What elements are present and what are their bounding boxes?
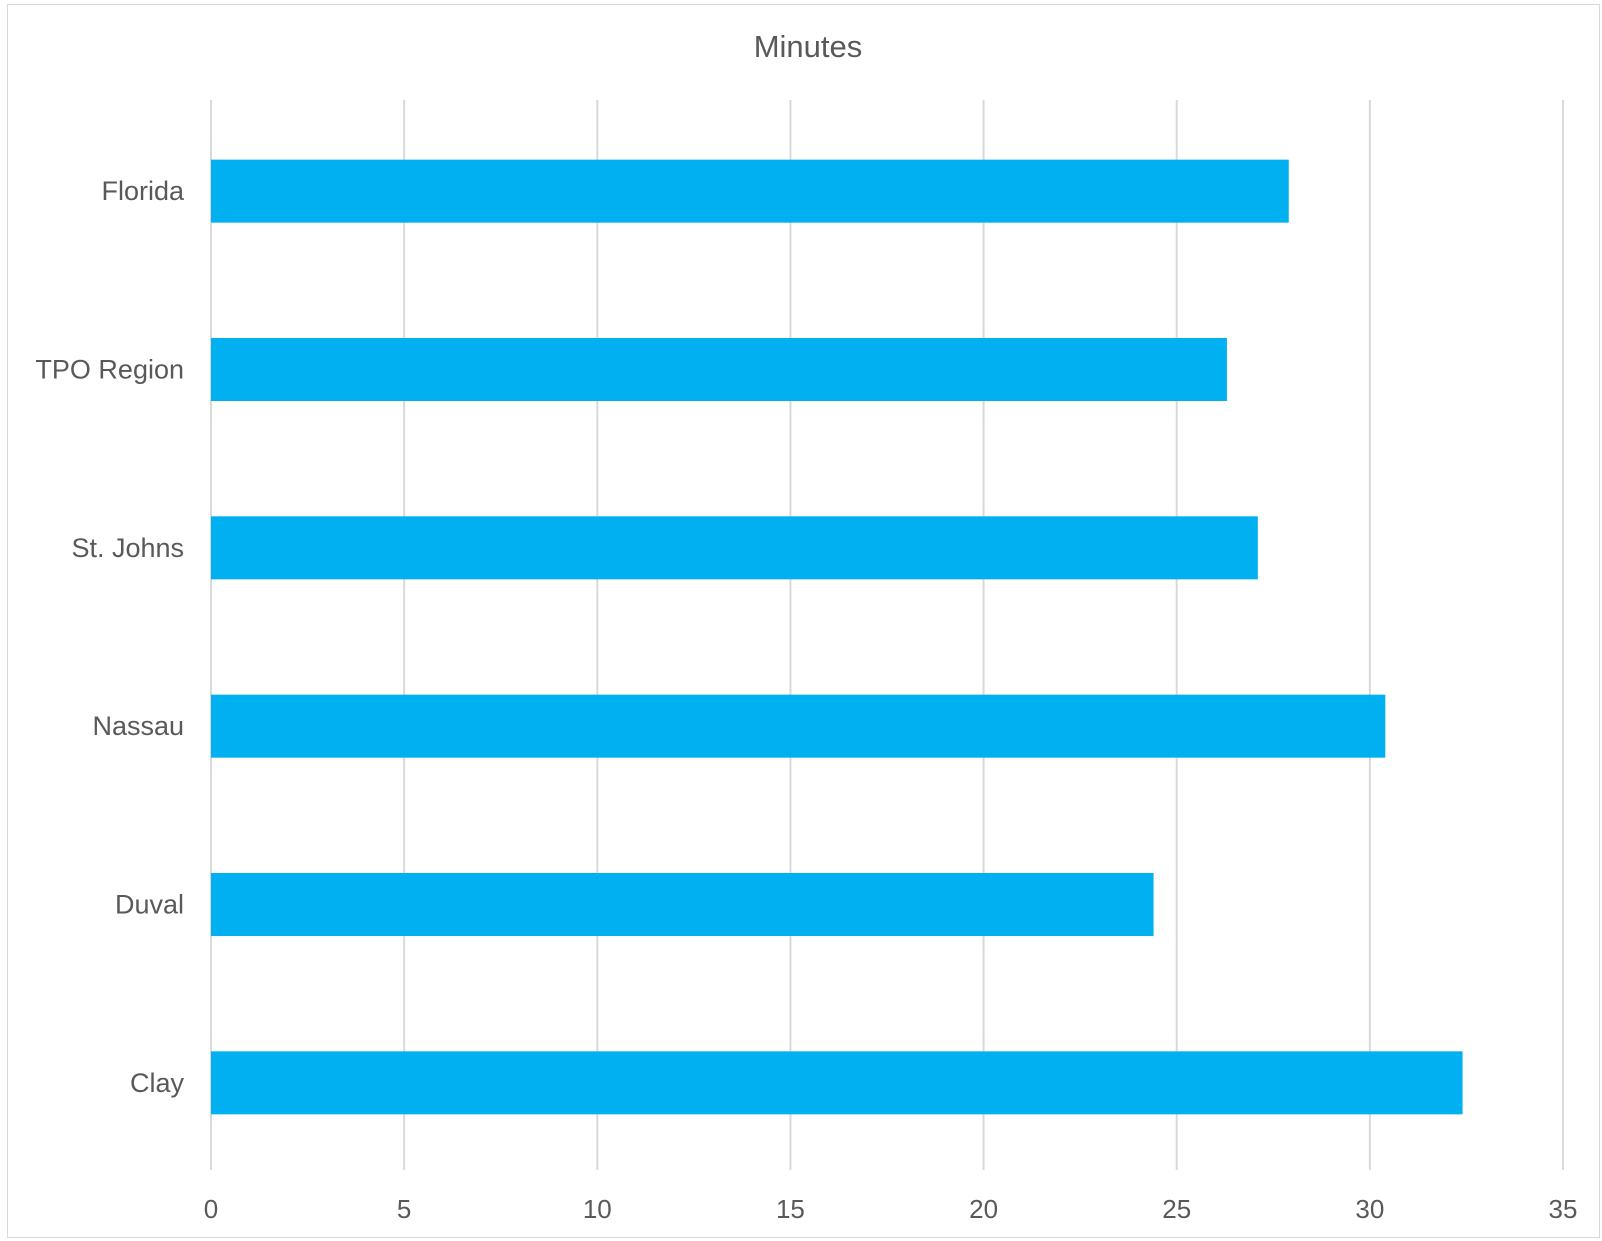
category-label: Duval [115,890,184,920]
x-tick-label: 5 [397,1194,411,1224]
bar-nassau [211,695,1385,758]
gridlines [211,100,1563,1170]
category-label: Florida [101,176,185,206]
x-tick-label: 0 [204,1194,218,1224]
category-label: St. Johns [71,533,184,563]
category-label: Clay [130,1068,185,1098]
chart-title: Minutes [754,29,863,64]
x-tick-label: 35 [1549,1194,1578,1224]
bar-st-johns [211,516,1258,579]
x-tick-label: 25 [1162,1194,1191,1224]
x-tick-label: 30 [1355,1194,1384,1224]
category-label: Nassau [92,711,184,741]
bar-tpo-region [211,338,1227,401]
bar-clay [211,1051,1463,1114]
category-labels: Florida TPO Region St. Johns Nassau Duval Cla… [35,176,185,1098]
bar-florida [211,160,1289,223]
bars [211,160,1463,1115]
x-tick-label: 20 [969,1194,998,1224]
x-tick-labels: 0 5 10 15 20 25 30 35 [204,1194,1578,1224]
x-tick-label: 15 [776,1194,805,1224]
bar-duval [211,873,1154,936]
category-label: TPO Region [35,355,184,385]
x-tick-label: 10 [583,1194,612,1224]
